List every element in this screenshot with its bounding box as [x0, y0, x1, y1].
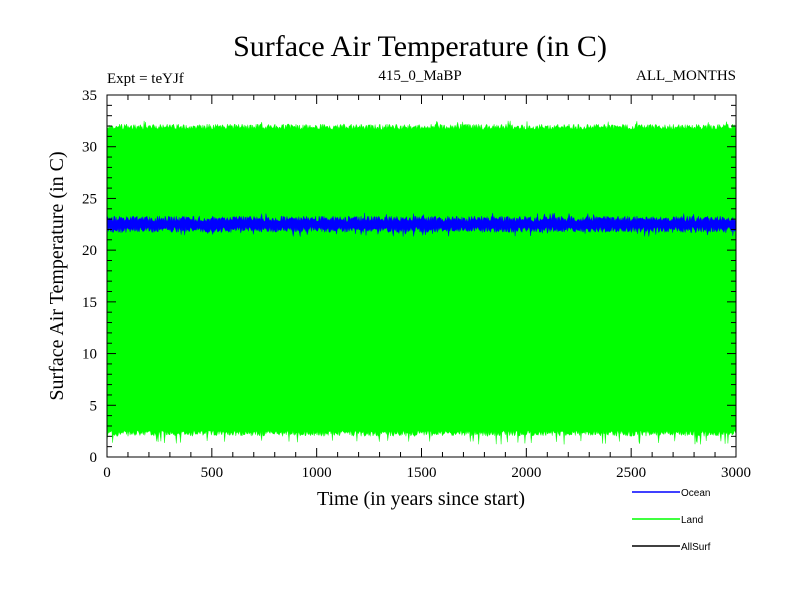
legend-land-label: Land	[681, 515, 703, 526]
x-axis-label: Time (in years since start)	[317, 488, 525, 510]
period-label: 415_0_MaBP	[378, 68, 461, 84]
chart-title: Surface Air Temperature (in C)	[233, 30, 607, 63]
x-tick-label: 2000	[511, 465, 541, 481]
plot-data	[106, 120, 736, 445]
series-land-band	[106, 120, 736, 445]
y-tick-label: 25	[82, 191, 97, 207]
y-tick-label: 0	[90, 450, 98, 466]
x-tick-label: 2500	[616, 465, 646, 481]
x-tick-label: 1500	[407, 465, 437, 481]
legend-allsurf-label: AllSurf	[681, 542, 711, 553]
y-tick-label: 35	[82, 88, 97, 104]
y-tick-label: 30	[82, 140, 97, 156]
x-tick-label: 500	[201, 465, 224, 481]
y-tick-label: 5	[90, 398, 98, 414]
y-tick-label: 10	[82, 347, 97, 363]
y-axis-label: Surface Air Temperature (in C)	[46, 151, 68, 400]
expt-label: Expt = teYJf	[107, 71, 184, 87]
legend-ocean-label: Ocean	[681, 488, 710, 499]
legend: Ocean Land AllSurf	[632, 488, 711, 553]
axis-ticks: 0 500 1000 1500 2000 2500 3000 0 5 10 15 20 25 30 35	[82, 88, 751, 481]
x-tick-label: 1000	[302, 465, 332, 481]
x-tick-label: 0	[103, 465, 111, 481]
y-tick-label: 15	[82, 295, 97, 311]
x-tick-label: 3000	[721, 465, 751, 481]
months-label: ALL_MONTHS	[636, 68, 736, 84]
y-tick-label: 20	[82, 243, 97, 259]
